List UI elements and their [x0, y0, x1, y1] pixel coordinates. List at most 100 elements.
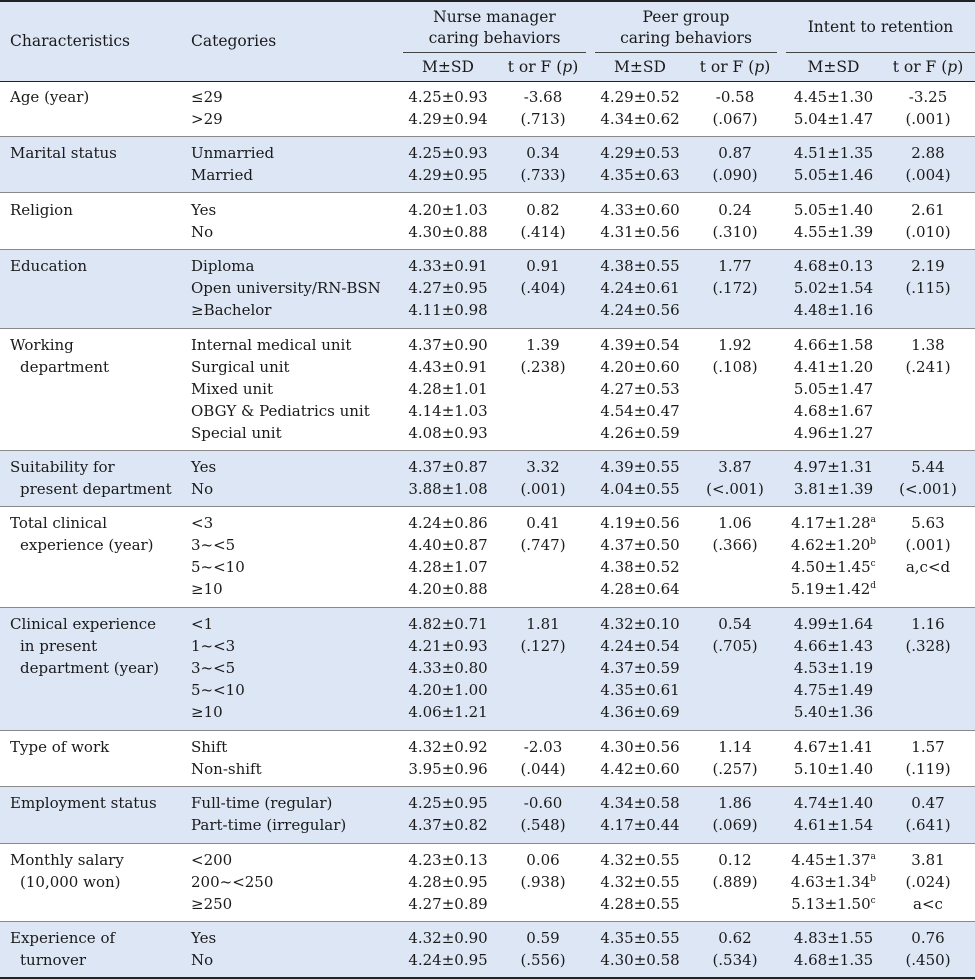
row-separator: [0, 136, 975, 137]
peer-group-test: -0.58: [715, 88, 755, 106]
nurse-manager-msd: 4.28±1.07: [408, 558, 488, 576]
nurse-manager-msd: 4.29±0.94: [408, 110, 488, 128]
retention-test: 3.81: [911, 851, 945, 869]
row-category: Unmarried: [191, 144, 275, 162]
retention-msd: 5.10±1.40: [793, 760, 874, 778]
retention-msd: 4.51±1.35: [793, 144, 874, 162]
retention-test: 0.47: [911, 794, 945, 812]
nurse-manager-test: -2.03: [523, 738, 563, 756]
peer-group-test: (.108): [712, 358, 758, 376]
retention-msd: 4.68±1.67: [793, 402, 874, 420]
nurse-manager-msd: 4.06±1.21: [408, 703, 488, 721]
retention-msd: 4.66±1.58: [793, 336, 874, 354]
peer-group-msd: 4.39±0.55: [600, 458, 680, 476]
nurse-manager-test: (.938): [520, 873, 566, 891]
row-characteristic: Clinical experience: [10, 615, 157, 633]
group-superscript: d: [870, 581, 877, 591]
peer-group-msd: 4.42±0.60: [600, 760, 680, 778]
nurse-manager-test: 0.82: [526, 201, 560, 219]
row-characteristic: Experience of: [10, 929, 116, 947]
nurse-manager-test: 1.39: [526, 336, 560, 354]
row-separator: [0, 450, 975, 451]
nurse-manager-test: 0.41: [526, 514, 560, 532]
row-category: 3~<5: [191, 659, 236, 677]
retention-msd: 4.48±1.16: [793, 301, 874, 319]
peer-group-msd: 4.24±0.56: [600, 301, 680, 319]
retention-msd: 4.50±1.45c: [791, 558, 876, 576]
table-row: [0, 787, 975, 843]
row-category: 3~<5: [191, 536, 236, 554]
row-category: No: [191, 480, 214, 498]
header-test: t or F (p): [507, 58, 579, 76]
nurse-manager-msd: 4.37±0.87: [408, 458, 488, 476]
peer-group-msd: 4.17±0.44: [600, 816, 680, 834]
group-superscript: b: [870, 537, 877, 547]
row-separator: [0, 249, 975, 250]
group-rule: [595, 52, 777, 53]
retention-msd: 4.66±1.43: [793, 637, 874, 655]
row-category: <3: [191, 514, 214, 532]
retention-msd: 4.45±1.30: [793, 88, 874, 106]
nurse-manager-test: 0.59: [526, 929, 560, 947]
retention-msd: 4.55±1.39: [793, 223, 874, 241]
nurse-manager-msd: 4.25±0.95: [408, 794, 488, 812]
retention-test: (.241): [905, 358, 951, 376]
peer-group-msd: 4.32±0.10: [600, 615, 680, 633]
row-characteristic: Religion: [10, 201, 73, 219]
group-rule: [403, 52, 586, 53]
header-bottom-rule: [0, 81, 975, 82]
peer-group-msd: 4.32±0.55: [600, 851, 680, 869]
peer-group-msd: 4.31±0.56: [600, 223, 680, 241]
retention-test: (.001): [905, 110, 951, 128]
peer-group-msd: 4.34±0.62: [600, 110, 680, 128]
retention-msd: 4.67±1.41: [793, 738, 874, 756]
row-category: 5~<10: [191, 558, 245, 576]
nurse-manager-msd: 4.33±0.91: [408, 257, 488, 275]
group-rule: [786, 52, 975, 53]
nurse-manager-msd: 4.20±1.00: [408, 681, 488, 699]
nurse-manager-msd: 4.25±0.93: [408, 88, 488, 106]
peer-group-msd: 4.29±0.53: [600, 144, 680, 162]
peer-group-msd: 4.34±0.58: [600, 794, 680, 812]
row-characteristic: experience (year): [20, 536, 154, 554]
retention-msd: 4.53±1.19: [793, 659, 874, 677]
nurse-manager-msd: 4.32±0.92: [408, 738, 488, 756]
retention-msd: 5.02±1.54: [793, 279, 874, 297]
nurse-manager-test: (.747): [520, 536, 566, 554]
row-category: Diploma: [191, 257, 255, 275]
row-characteristic: (10,000 won): [20, 873, 121, 891]
peer-group-test: 1.77: [718, 257, 752, 275]
row-characteristic: Education: [10, 257, 88, 275]
retention-msd: 4.41±1.20: [793, 358, 874, 376]
row-characteristic: Total clinical: [10, 514, 108, 532]
peer-group-msd: 4.37±0.50: [600, 536, 680, 554]
peer-group-msd: 4.19±0.56: [600, 514, 680, 532]
retention-test: (.119): [905, 760, 951, 778]
retention-test: 2.19: [911, 257, 945, 275]
retention-test: (<.001): [899, 480, 957, 498]
nurse-manager-msd: 4.82±0.71: [408, 615, 488, 633]
retention-test: (.115): [905, 279, 951, 297]
nurse-manager-msd: 4.32±0.90: [408, 929, 488, 947]
peer-group-msd: 4.32±0.55: [600, 873, 680, 891]
peer-group-test: (.889): [712, 873, 758, 891]
nurse-manager-msd: 4.11±0.98: [408, 301, 488, 319]
peer-group-test: 0.62: [718, 929, 752, 947]
header-group-peer-line1: Peer group: [642, 8, 730, 26]
bottom-rule: [0, 977, 975, 979]
retention-test: (.024): [905, 873, 951, 891]
row-category: OBGY & Pediatrics unit: [191, 402, 370, 420]
header-group-peer-line2: caring behaviors: [620, 29, 752, 47]
nurse-manager-msd: 4.14±1.03: [408, 402, 488, 420]
peer-group-msd: 4.30±0.56: [600, 738, 680, 756]
retention-msd: 4.96±1.27: [793, 424, 874, 442]
retention-test: 5.63: [911, 514, 945, 532]
nurse-manager-msd: 4.21±0.93: [408, 637, 488, 655]
nurse-manager-test: (.548): [520, 816, 566, 834]
peer-group-test: (.069): [712, 816, 758, 834]
peer-group-msd: 4.29±0.52: [600, 88, 680, 106]
row-characteristic: Age (year): [10, 88, 90, 106]
row-category: ≥Bachelor: [191, 301, 272, 319]
peer-group-msd: 4.30±0.58: [600, 951, 680, 969]
